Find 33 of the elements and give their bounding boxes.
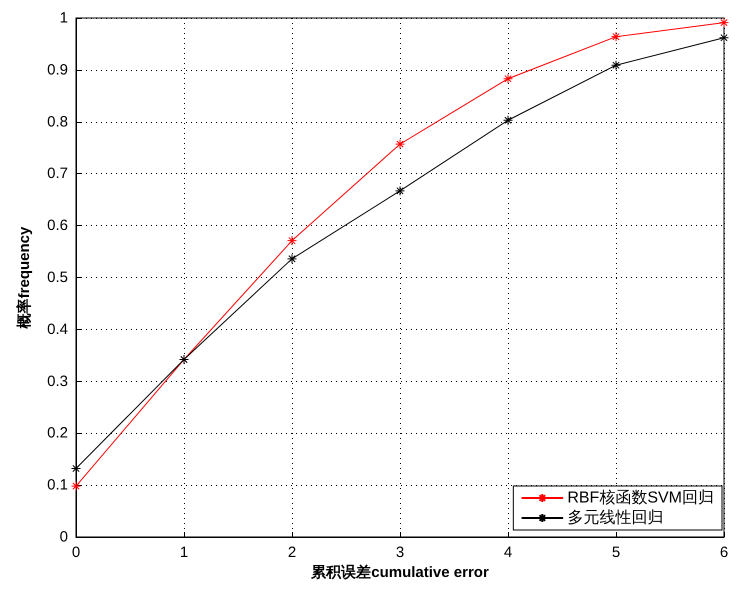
y-tick-label: 0: [60, 528, 68, 546]
x-tick-label: 0: [72, 544, 80, 561]
x-tick-label: 4: [504, 544, 512, 561]
x-tick-label: 3: [396, 544, 404, 561]
x-tick-label: 2: [288, 544, 296, 561]
point: [611, 60, 621, 70]
point: [395, 139, 405, 150]
legend-label: RBF核函数SVM回归: [567, 488, 714, 506]
point: [287, 254, 297, 264]
point: [503, 74, 513, 84]
point: [611, 32, 621, 42]
legend-label: 多元线性回归: [567, 508, 664, 526]
point: [71, 481, 81, 492]
y-tick-label: 0.1: [47, 476, 68, 494]
point: [395, 186, 405, 196]
x-tick-label: 5: [612, 544, 620, 561]
y-tick-label: 0.5: [47, 269, 68, 286]
point: [719, 32, 729, 43]
y-tick-label: 1: [60, 10, 68, 26]
y-tick-label: 0.4: [47, 320, 68, 338]
y-tick-label: 0.3: [47, 372, 68, 390]
point: [287, 236, 297, 246]
x-axis-title: 累积误差cumulative error: [310, 564, 489, 581]
y-tick-label: 0.9: [47, 61, 68, 78]
point: [719, 18, 729, 28]
y-axis-title: 概率frequency: [15, 226, 33, 330]
x-tick-label: 6: [720, 544, 728, 561]
y-tick-label: 0.2: [47, 424, 68, 442]
y-tick-label: 0.8: [47, 113, 68, 130]
x-tick-label: 1: [180, 544, 188, 561]
y-tick-label: 0.6: [47, 217, 68, 234]
point: [503, 115, 513, 126]
y-tick-label: 0.7: [47, 165, 68, 182]
